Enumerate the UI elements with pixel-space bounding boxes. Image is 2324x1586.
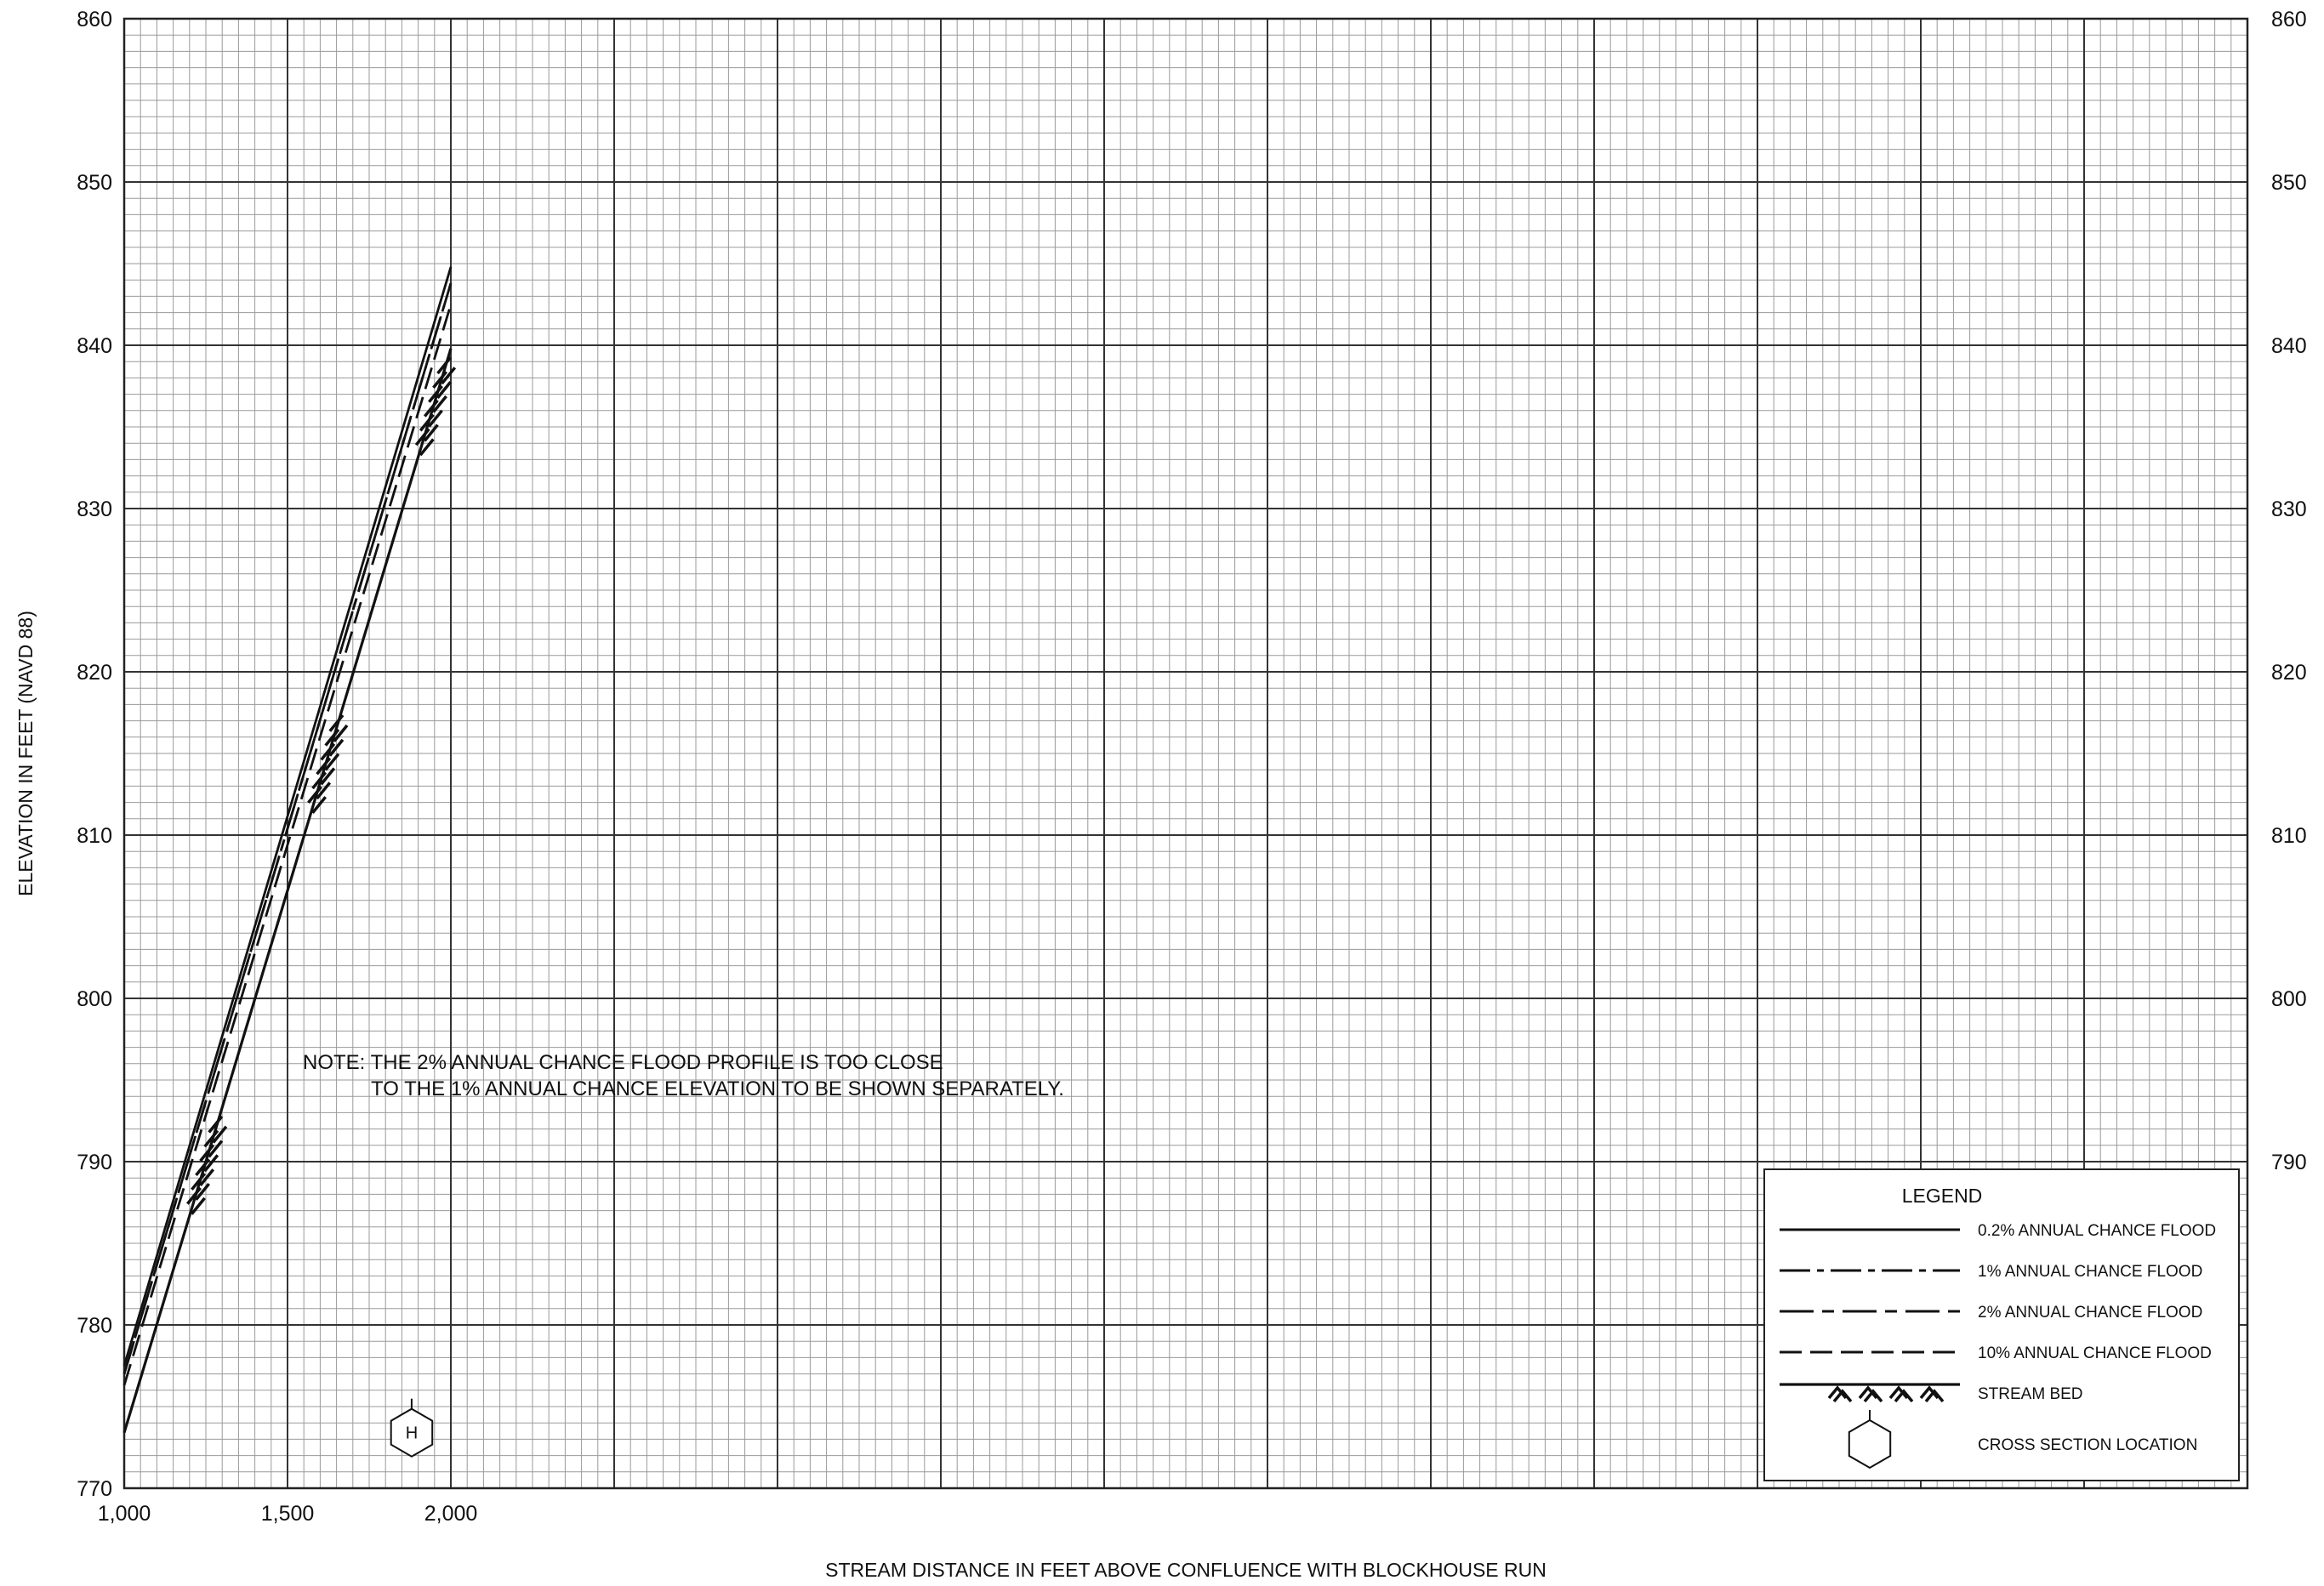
legend-label: 2% ANNUAL CHANCE FLOOD [1978,1304,2202,1322]
y-tick-label: 800 [77,987,112,1011]
note-line-1: NOTE: THE 2% ANNUAL CHANCE FLOOD PROFILE… [303,1051,943,1074]
legend-label: 0.2% ANNUAL CHANCE FLOOD [1978,1222,2216,1240]
stream-bed-hatch-mark [324,728,345,757]
legend-label: CROSS SECTION LOCATION [1978,1436,2197,1454]
y-tick-label: 840 [77,334,112,358]
y-tick-label: 810 [77,824,112,848]
y-tick-label: 790 [77,1151,112,1174]
stream-bed-hatch-mark [186,1186,206,1215]
y-tick-label-right: 830 [2271,497,2307,521]
y-axis-title: ELEVATION IN FEET (NAVD 88) [14,611,37,896]
series-long-dash-short-dash-line [122,282,453,1375]
stream-bed-hatch-mark [307,786,328,815]
legend-hexagon-icon [1848,1418,1892,1469]
y-tick-label: 860 [77,8,112,31]
legend-stream-bed-hatch [1888,1385,1914,1403]
plot-frame [122,17,2249,1490]
series-solid-line [122,266,453,1367]
y-tick-label-right: 850 [2271,171,2307,195]
stream-bed-hatch-mark [199,1144,219,1173]
legend-stream-bed-hatch [1919,1385,1945,1403]
cross-section-markers: H [390,1398,434,1458]
y-tick-label-right: 840 [2271,334,2307,358]
stream-bed-hatch-mark [432,371,453,399]
legend-label: STREAM BED [1978,1385,2083,1403]
stream-bed-hatch-mark [208,1115,228,1144]
legend-stream-bed-hatch [1858,1385,1883,1403]
note-line-2: TO THE 1% ANNUAL CHANCE ELEVATION TO BE … [371,1077,1064,1100]
stream-bed-hatch-mark [414,428,435,457]
stream-bed-hatch-mark [328,713,349,742]
x-axis-title: STREAM DISTANCE IN FEET ABOVE CONFLUENCE… [825,1559,1546,1581]
major-grid [123,18,2248,1489]
stream-bed-hatch-mark [320,742,340,771]
x-tick-label: 2,000 [424,1502,478,1526]
stream-bed-hatch-mark [195,1158,215,1187]
x-axis-ticks: 1,000 1,500 2,000 [98,1502,478,1526]
legend-label: 10% ANNUAL CHANCE FLOOD [1978,1344,2212,1362]
y-tick-label-right: 790 [2271,1151,2307,1174]
stream-bed-hatch-mark [423,399,443,428]
stream-bed-hatch-mark [311,771,332,800]
cross-section-letter: H [406,1424,418,1443]
stream-bed-hatch-mark [203,1129,224,1158]
legend-item: 1% ANNUAL CHANCE FLOOD [1780,1263,2202,1281]
stream-bed-hatch-mark [191,1172,211,1201]
stream-bed-hatch-mark [436,356,457,385]
stream-bed-line [122,348,453,1434]
stream-bed-hatch [414,356,457,457]
y-axis-left-ticks: 770 780 790 800 810 820 830 840 850 860 [77,8,112,1501]
legend-item: STREAM BED [1780,1383,2083,1403]
x-tick-label: 1,000 [98,1502,151,1526]
legend-box [1763,1168,2240,1481]
stream-bed-hatch [307,713,349,815]
legend-item: 2% ANNUAL CHANCE FLOOD [1780,1304,2202,1322]
hexagon-icon [390,1407,434,1458]
minor-grid [124,19,2247,1488]
legend-item: CROSS SECTION LOCATION [1848,1410,2197,1469]
y-tick-label: 770 [77,1477,112,1501]
y-tick-label-right: 820 [2271,661,2307,685]
stream-bed-hatch-mark [419,413,439,442]
legend-title: LEGEND [1902,1185,1983,1207]
flood-profiles [122,266,457,1434]
y-axis-right-ticks: 790 800 810 820 830 840 850 860 [2271,8,2307,1174]
y-tick-label: 830 [77,497,112,521]
legend-item: 10% ANNUAL CHANCE FLOOD [1780,1344,2212,1362]
legend-item: 0.2% ANNUAL CHANCE FLOOD [1780,1222,2216,1240]
legend-stream-bed-hatch [1827,1385,1853,1403]
stream-bed-hatch-mark [428,384,447,413]
y-tick-label-right: 860 [2271,8,2307,31]
y-tick-label: 780 [77,1314,112,1338]
x-tick-label: 1,500 [261,1502,315,1526]
legend-label: 1% ANNUAL CHANCE FLOOD [1978,1263,2202,1281]
y-tick-label: 820 [77,661,112,685]
stream-bed-hatch [186,1115,228,1215]
y-tick-label-right: 810 [2271,824,2307,848]
legend: LEGEND 0.2% ANNUAL CHANCE FLOOD 1% ANNUAL… [1763,1168,2240,1481]
y-tick-label: 850 [77,171,112,195]
stream-bed-hatch-mark [316,757,336,786]
legend-items: 0.2% ANNUAL CHANCE FLOOD 1% ANNUAL CHANCE… [1780,1222,2216,1469]
series-dashed-line [122,304,453,1386]
cross-section-marker: H [390,1398,434,1458]
y-tick-label-right: 800 [2271,987,2307,1011]
